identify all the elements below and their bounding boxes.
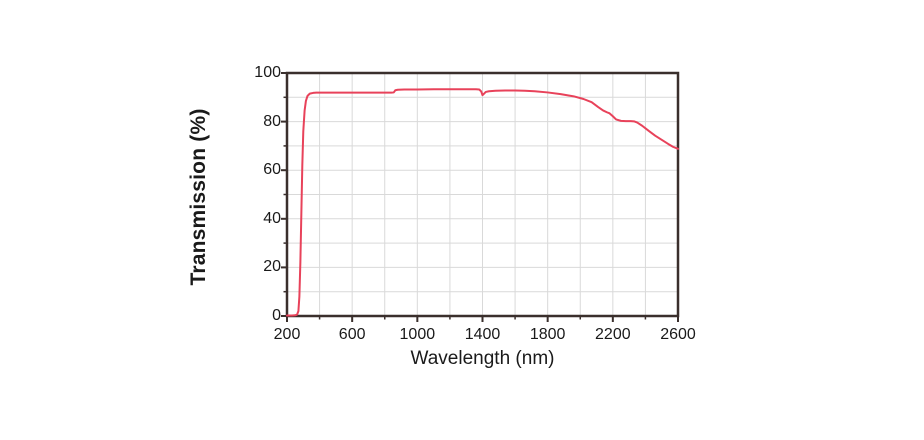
- y-axis-tick-labels: 0 20 40 60 80 100: [243, 0, 281, 440]
- gridlines: [287, 73, 678, 316]
- y-tick-label: 40: [263, 209, 281, 227]
- x-tick-label: 1000: [399, 326, 436, 343]
- axis-frame: [285, 71, 680, 318]
- y-tick-label: 60: [263, 161, 281, 179]
- data-series-group: [286, 88, 679, 317]
- x-tick-label: 1400: [464, 326, 501, 343]
- x-tick-label: 200: [273, 326, 301, 343]
- y-tick-label: 100: [254, 64, 281, 81]
- x-tick-label: 2600: [660, 326, 696, 343]
- series-line-0: [286, 88, 679, 317]
- y-tick-label: 80: [263, 112, 281, 130]
- x-tick-label: 2200: [595, 326, 631, 343]
- x-axis-title: Wavelength (nm): [410, 348, 555, 369]
- y-tick-label: 0: [272, 307, 281, 324]
- x-tick-label: 1800: [529, 326, 566, 343]
- axis-ticks: [281, 72, 679, 322]
- x-tick-label: 600: [338, 326, 366, 343]
- y-tick-label: 20: [263, 258, 281, 276]
